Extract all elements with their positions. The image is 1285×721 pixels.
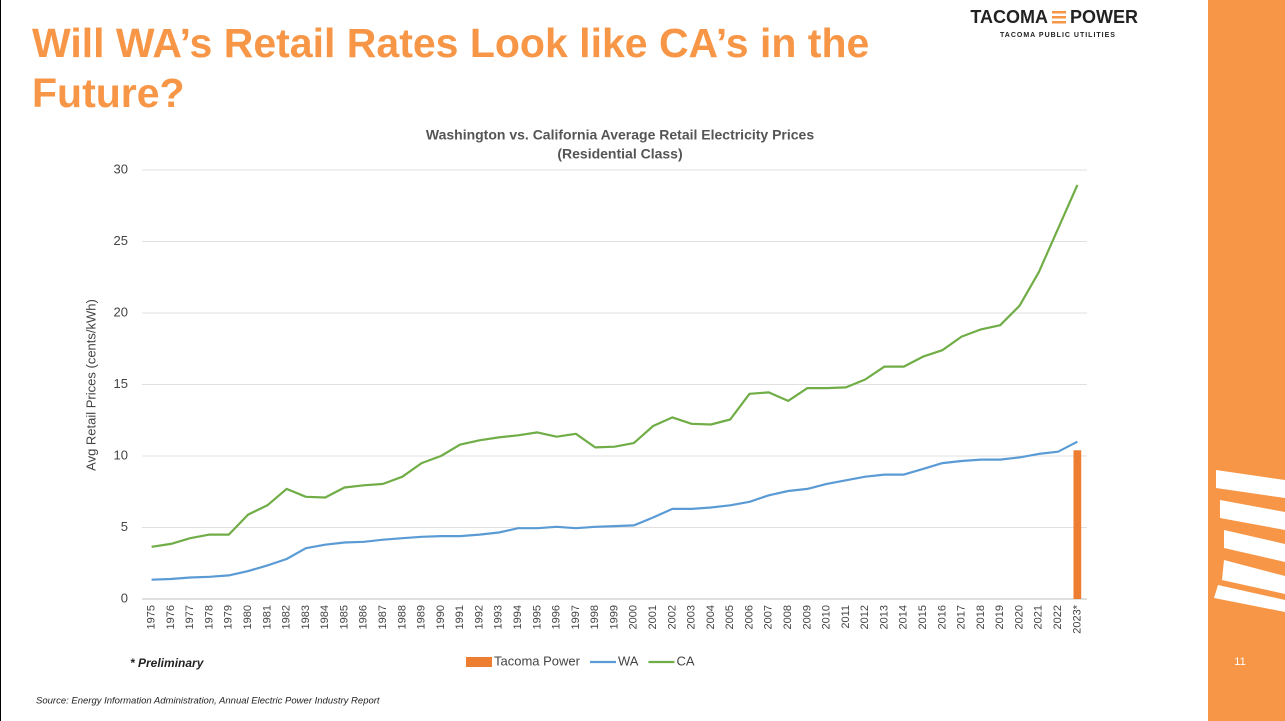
legend-label: CA: [676, 653, 694, 668]
x-tick-label: 2002: [666, 605, 678, 629]
x-tick-label: 2010: [821, 605, 833, 629]
y-tick-label: 15: [114, 376, 128, 391]
side-strip: [1208, 0, 1285, 721]
x-tick-label: 2015: [917, 605, 929, 629]
chart-title: Washington vs. California Average Retail…: [426, 127, 814, 143]
x-tick-label: 1987: [377, 605, 389, 629]
x-tick-label: 1978: [203, 605, 215, 629]
x-tick-label: 1998: [589, 605, 601, 629]
line: [151, 440, 1078, 581]
x-tick-label: 1977: [184, 605, 196, 629]
x-tick-label: 2019: [994, 605, 1006, 629]
x-tick-label: 2016: [936, 605, 948, 629]
x-tick-label: 2014: [898, 605, 910, 629]
slide-title: Future?: [32, 70, 185, 116]
x-tick-label: 1982: [281, 605, 293, 629]
x-tick-label: 2012: [859, 605, 871, 629]
y-tick-label: 5: [121, 519, 128, 534]
lightning-icon: [1214, 470, 1285, 612]
source: Source: Energy Information Administratio…: [36, 696, 380, 707]
legend-swatch: [466, 657, 492, 667]
x-tick-label: 2020: [1013, 605, 1025, 629]
x-tick-label: 2017: [956, 605, 968, 629]
page-number: 11: [1234, 656, 1245, 668]
x-tick-label: 1995: [531, 605, 543, 629]
y-tick-label: 30: [114, 161, 128, 176]
x-tick-label: 1993: [493, 605, 505, 629]
x-tick-label: 1975: [146, 605, 158, 629]
x-tick-label: 1989: [416, 605, 428, 629]
x-tick-label: 1981: [261, 605, 273, 629]
x-tick-label: 1991: [454, 605, 466, 629]
slide-title: Will WA’s Retail Rates Look like CA’s in…: [32, 20, 869, 66]
y-tick-label: 20: [114, 304, 128, 319]
x-tick-label: 2003: [686, 605, 698, 629]
logo-subtext: TACOMA PUBLIC UTILITIES: [1000, 32, 1116, 39]
x-tick-label: 2001: [647, 605, 659, 629]
x-tick-label: 2023*: [1071, 604, 1083, 633]
x-tick-label: 2011: [840, 605, 852, 629]
x-tick-label: 1984: [319, 605, 331, 629]
logo-text: TACOMA: [970, 7, 1048, 27]
y-tick-label: 25: [114, 233, 128, 248]
x-tick-label: 2005: [724, 605, 736, 629]
x-tick-label: 1988: [396, 605, 408, 629]
chart-subtitle: (Residential Class): [557, 146, 682, 162]
x-tick-label: 1983: [300, 605, 312, 629]
x-tick-label: 1976: [165, 605, 177, 629]
footnote: * Preliminary: [130, 656, 205, 670]
legend-label: WA: [618, 653, 639, 668]
y-axis-label: Avg Retail Prices (cents/kWh): [83, 299, 98, 471]
x-tick-label: 2013: [878, 605, 890, 629]
line: [151, 184, 1079, 548]
x-tick-label: 1980: [242, 605, 254, 629]
y-tick-label: 10: [114, 447, 128, 462]
x-tick-label: 1994: [512, 605, 524, 629]
x-tick-label: 2009: [801, 605, 813, 629]
x-tick-label: 1996: [551, 605, 563, 629]
logo-mark: [1052, 11, 1066, 24]
x-tick-label: 2007: [763, 605, 775, 629]
x-tick-label: 1997: [570, 605, 582, 629]
x-tick-label: 1985: [338, 605, 350, 629]
x-tick-label: 2018: [975, 605, 987, 629]
x-tick-label: 2000: [628, 605, 640, 629]
x-tick-label: 2006: [743, 605, 755, 629]
x-tick-label: 1992: [473, 605, 485, 629]
x-tick-label: 1979: [223, 605, 235, 629]
x-tick-label: 2008: [782, 605, 794, 629]
x-tick-label: 1990: [435, 605, 447, 629]
y-tick-label: 0: [121, 590, 128, 605]
logo-text: POWER: [1070, 7, 1138, 27]
x-tick-label: 2021: [1033, 605, 1045, 629]
bar: [1073, 450, 1082, 599]
x-tick-label: 2004: [705, 605, 717, 629]
x-tick-label: 2022: [1052, 605, 1064, 629]
x-tick-label: 1999: [608, 605, 620, 629]
legend-label: Tacoma Power: [494, 653, 581, 668]
x-tick-label: 1986: [358, 605, 370, 629]
